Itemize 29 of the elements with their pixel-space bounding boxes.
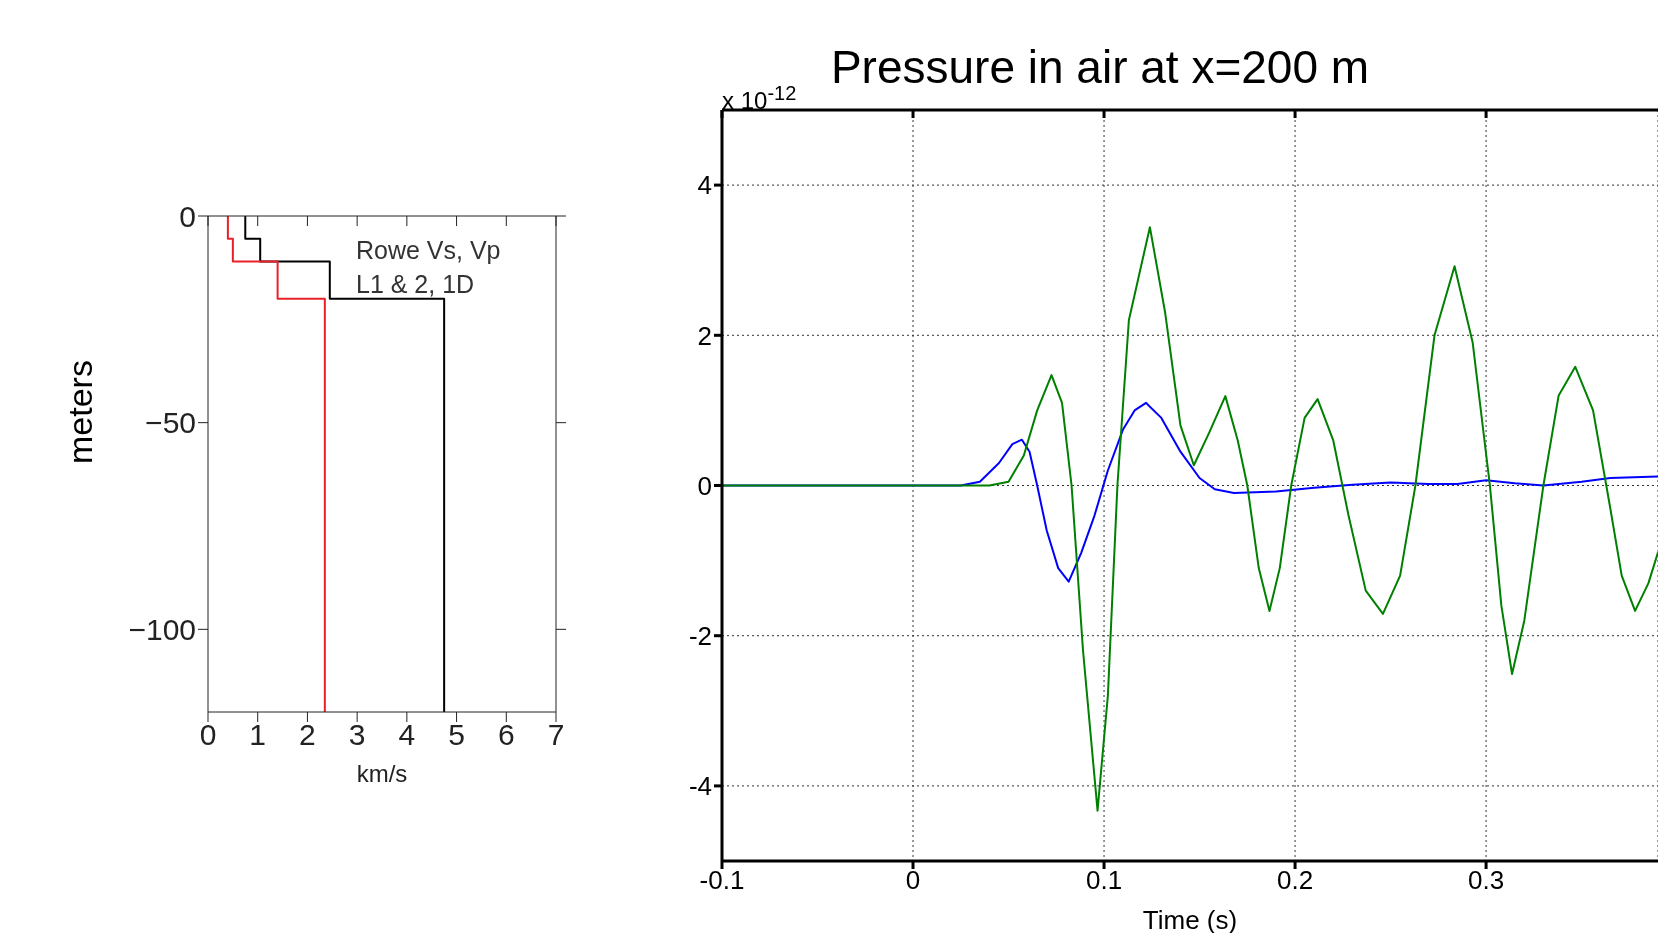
annotation: Rowe Vs, Vp — [356, 236, 501, 265]
x-tick-label: 0.2 — [1276, 865, 1314, 896]
line-series — [226, 216, 326, 712]
x-axis-title: km/s — [356, 760, 408, 787]
x-tick-label: 6 — [497, 718, 515, 752]
x-tick-label: 7 — [547, 718, 565, 752]
y-tick-label: 4 — [697, 170, 712, 201]
x-tick-label: 5 — [448, 718, 465, 752]
y-axis-title: meters — [61, 360, 100, 464]
y-tick-label: 0 — [697, 470, 712, 501]
x-tick-label: 4 — [398, 718, 416, 752]
x-tick-label: 0 — [199, 718, 217, 752]
y-tick-label: 2 — [697, 320, 712, 351]
x-tick-label: 3 — [348, 718, 366, 752]
y-tick-label: 0 — [179, 199, 196, 233]
line-series — [722, 226, 1658, 812]
y-tick-label: -4 — [688, 771, 712, 802]
x-tick-label: 0.3 — [1468, 865, 1505, 896]
x-tick-label: 0.1 — [1085, 865, 1123, 896]
annotation: x 10$^{-12}$ — [722, 82, 797, 115]
chart-title: Pressure in air at x=200 m — [830, 41, 1370, 93]
y-tick-label: -2 — [688, 620, 712, 651]
x-tick-label: 0 — [905, 865, 921, 896]
x-tick-label: -0.1 — [699, 865, 745, 896]
y-tick-label: −100 — [128, 612, 196, 646]
annotation: L1 & 2, 1D — [356, 270, 475, 299]
x-tick-label: 1 — [249, 718, 267, 752]
y-tick-label: −50 — [145, 406, 196, 440]
x-tick-label: 2 — [299, 718, 316, 752]
